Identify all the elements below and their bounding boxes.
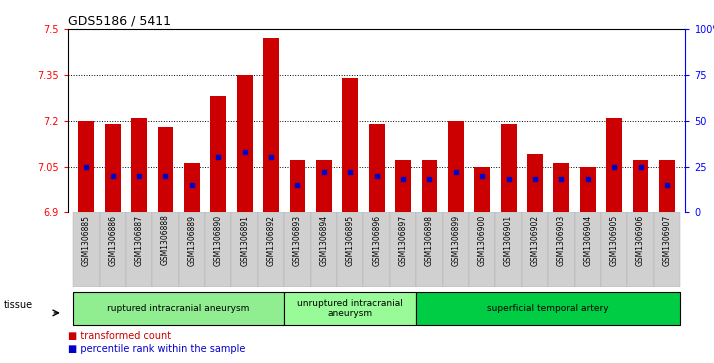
Bar [443,212,469,287]
Bar [316,160,332,212]
Bar [522,212,548,287]
Text: GSM1306889: GSM1306889 [187,215,196,266]
Bar [158,127,174,212]
Bar [126,212,152,287]
Bar [474,167,490,212]
Text: GSM1306887: GSM1306887 [135,215,144,266]
Text: GSM1306900: GSM1306900 [478,215,487,266]
Text: GSM1306901: GSM1306901 [504,215,513,266]
Bar [368,124,385,212]
Text: GSM1306893: GSM1306893 [293,215,302,266]
Text: GSM1306891: GSM1306891 [240,215,249,266]
Bar [496,212,522,287]
Bar [363,212,390,287]
Text: GSM1306890: GSM1306890 [213,215,223,266]
Text: GSM1306899: GSM1306899 [451,215,461,266]
Text: GDS5186 / 5411: GDS5186 / 5411 [68,15,171,28]
Text: GSM1306897: GSM1306897 [398,215,408,266]
Bar [258,212,284,287]
Bar [152,212,178,287]
Text: GSM1306896: GSM1306896 [372,215,381,266]
Bar [311,212,337,287]
Text: GSM1306906: GSM1306906 [636,215,645,266]
Text: ruptured intracranial aneurysm: ruptured intracranial aneurysm [108,304,250,313]
Bar [527,154,543,212]
Bar [290,160,306,212]
Bar [284,212,311,287]
Bar [575,212,601,287]
Bar [337,212,363,287]
Text: GSM1306907: GSM1306907 [663,215,671,266]
Bar [628,212,654,287]
Text: GSM1306905: GSM1306905 [610,215,618,266]
Bar [395,160,411,212]
Text: GSM1306892: GSM1306892 [266,215,276,266]
Bar [211,96,226,212]
Bar [501,124,516,212]
Bar [416,212,443,287]
Bar [131,118,147,212]
Bar [421,160,438,212]
Text: GSM1306898: GSM1306898 [425,215,434,266]
Text: GSM1306903: GSM1306903 [557,215,566,266]
Bar [184,163,200,212]
Text: GSM1306895: GSM1306895 [346,215,355,266]
Bar [659,160,675,212]
Bar [342,78,358,212]
Text: GSM1306904: GSM1306904 [583,215,593,266]
Text: GSM1306885: GSM1306885 [82,215,91,266]
Bar [73,212,99,287]
Bar [237,75,253,212]
Bar [448,121,463,212]
Text: superficial temporal artery: superficial temporal artery [488,304,609,313]
Bar [263,38,279,212]
Bar [469,212,496,287]
Bar [580,167,595,212]
Bar [231,212,258,287]
Bar [205,212,231,287]
Text: GSM1306886: GSM1306886 [109,215,117,266]
Text: ■ transformed count: ■ transformed count [68,331,171,342]
Bar [633,160,648,212]
Text: GSM1306888: GSM1306888 [161,215,170,265]
Bar [390,212,416,287]
Text: tissue: tissue [4,300,33,310]
Bar [105,124,121,212]
Bar [601,212,628,287]
Bar [548,212,575,287]
Text: ■ percentile rank within the sample: ■ percentile rank within the sample [68,344,245,354]
Text: GSM1306894: GSM1306894 [319,215,328,266]
Bar [654,212,680,287]
Text: unruptured intracranial
aneurysm: unruptured intracranial aneurysm [297,299,403,318]
Bar [79,121,94,212]
Bar [553,163,569,212]
Text: GSM1306902: GSM1306902 [531,215,540,266]
Bar [178,212,205,287]
Bar [606,118,622,212]
Bar [99,212,126,287]
